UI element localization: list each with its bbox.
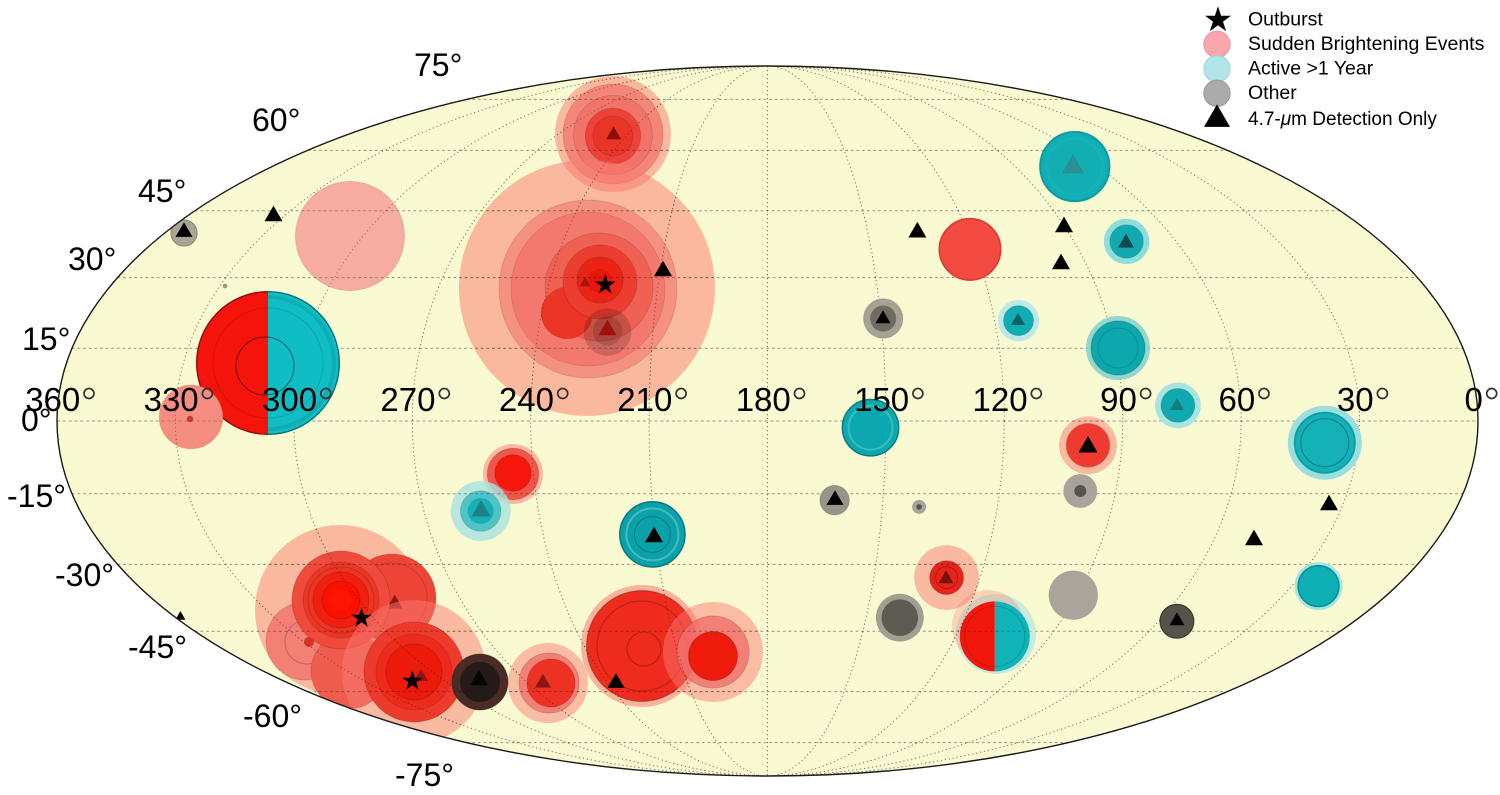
svg-text:45°: 45°	[138, 173, 186, 209]
svg-text:120: 120	[973, 381, 1028, 418]
svg-text:Other: Other	[1248, 82, 1297, 104]
svg-text:-45°: -45°	[128, 629, 187, 665]
svg-text:30°: 30°	[68, 241, 116, 277]
svg-text:150: 150	[854, 381, 909, 418]
svg-text:60°: 60°	[252, 102, 300, 138]
svg-text:4.7-μm Detection Only: 4.7-μm Detection Only	[1248, 109, 1437, 130]
svg-text:180: 180	[736, 381, 791, 418]
svg-text:270: 270	[380, 381, 435, 418]
svg-text:-75°: -75°	[395, 757, 454, 793]
svg-text:0: 0	[1465, 381, 1483, 418]
svg-text:30: 30	[1337, 381, 1374, 418]
svg-text:90: 90	[1100, 381, 1137, 418]
svg-text:210: 210	[617, 381, 672, 418]
svg-text:Active >1 Year: Active >1 Year	[1248, 58, 1374, 80]
svg-text:Sudden Brightening Events: Sudden Brightening Events	[1248, 33, 1485, 55]
svg-text:-30°: -30°	[55, 557, 114, 593]
svg-text:0°: 0°	[21, 402, 52, 438]
svg-text:75°: 75°	[414, 47, 462, 83]
svg-text:300: 300	[262, 381, 317, 418]
svg-text:15°: 15°	[22, 321, 70, 357]
svg-text:60: 60	[1219, 381, 1256, 418]
svg-text:Outburst: Outburst	[1248, 9, 1323, 31]
svg-text:330: 330	[144, 381, 199, 418]
svg-text:360: 360	[25, 381, 80, 418]
svg-text:-60°: -60°	[243, 698, 302, 734]
svg-text:240: 240	[499, 381, 554, 418]
svg-text:-15°: -15°	[7, 478, 66, 514]
